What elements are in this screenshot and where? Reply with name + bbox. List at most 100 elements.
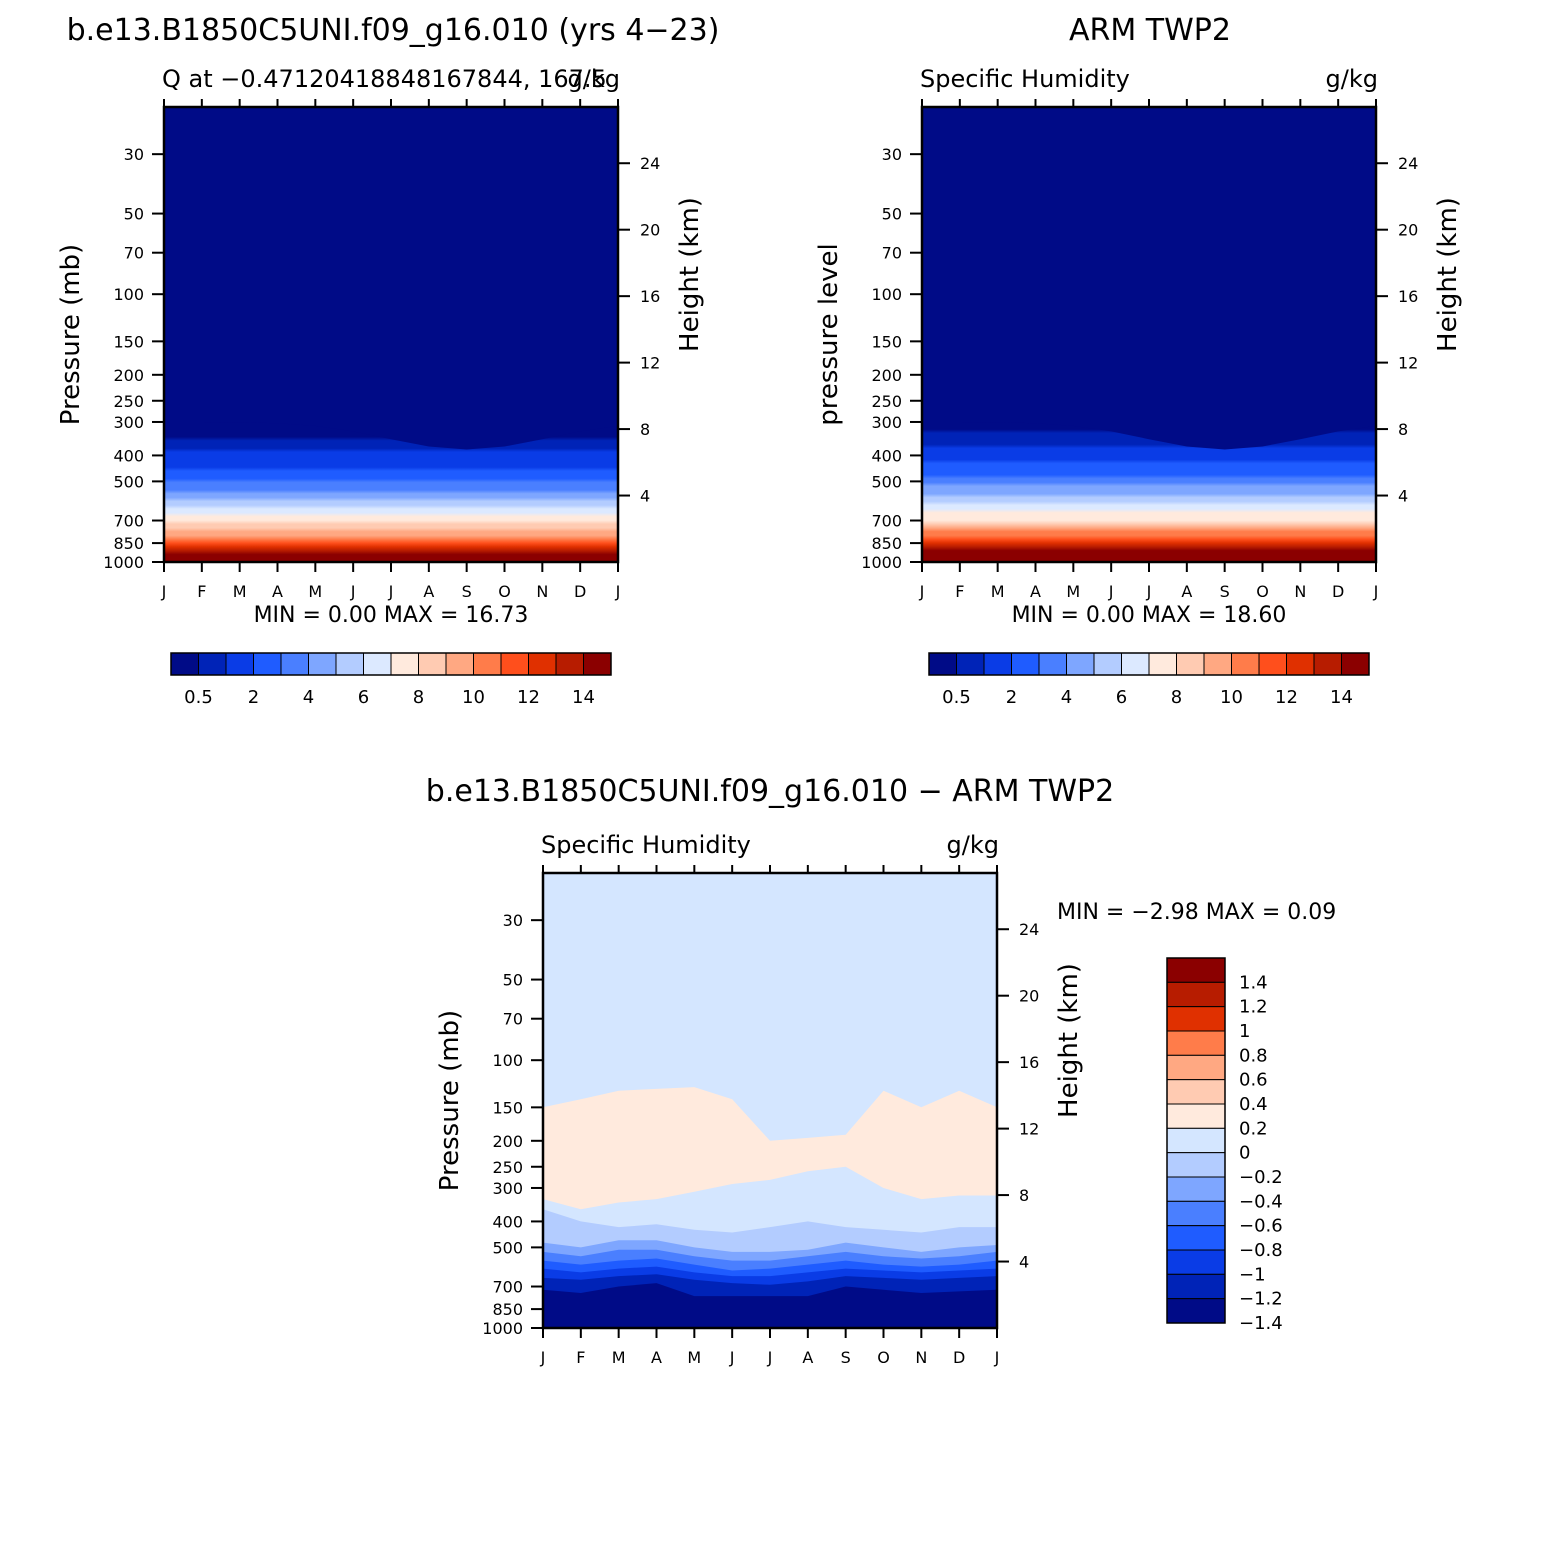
colorbar-box [1093, 652, 1122, 676]
y-tick-label: 300 [492, 1179, 523, 1198]
y-tick-label: 50 [503, 971, 523, 990]
colorbar-label: −0.2 [1239, 1167, 1283, 1188]
colorbar-box [225, 652, 254, 676]
min-max-stats: MIN = 0.00 MAX = 16.73 [254, 603, 529, 628]
panel-model: b.e13.B1850C5UNI.f09_g16.010 (yrs 4−23) Q… [56, 13, 719, 708]
y2-tick-label: 24 [1019, 920, 1039, 939]
colorbar-box [1038, 652, 1067, 676]
x-tick-label: J [1373, 582, 1379, 601]
upper-dry-region [922, 107, 1376, 450]
colorbar-box [500, 652, 529, 676]
y2-tick-label: 8 [1019, 1186, 1029, 1205]
colorbar-box [1121, 652, 1150, 676]
colorbar-label: 0.8 [1239, 1045, 1268, 1066]
y-tick-label: 200 [492, 1132, 523, 1151]
y2-axis-title: Height (km) [1433, 197, 1463, 352]
colorbar-box [1231, 652, 1260, 676]
y-tick-label: 150 [113, 332, 144, 351]
colorbar-box [1011, 652, 1040, 676]
x-tick-label: M [612, 1348, 626, 1367]
colorbar-box [1166, 1249, 1226, 1275]
x-tick-label: D [1332, 582, 1344, 601]
colorbar-box [1166, 981, 1226, 1008]
x-tick-label: M [687, 1348, 701, 1367]
x-tick-label: A [651, 1348, 662, 1367]
colorbar-label: −1 [1239, 1264, 1266, 1285]
colorbar-label: 14 [1330, 687, 1353, 708]
colorbar-frame [928, 652, 1370, 676]
colorbar-label: −0.4 [1239, 1191, 1283, 1212]
colorbar-box [956, 652, 985, 676]
x-tick-label: N [536, 582, 548, 601]
y2-tick-label: 16 [640, 287, 660, 306]
colorbar-box [1166, 1152, 1226, 1178]
panel-suptitle: ARM TWP2 [1069, 13, 1231, 48]
panel-units-label: g/kg [947, 831, 999, 859]
y-tick-label: 150 [871, 332, 902, 351]
y-tick-label: 150 [492, 1098, 523, 1117]
colorbar-label: 1 [1239, 1021, 1250, 1042]
y2-tick-label: 12 [640, 354, 660, 373]
y2-tick-label: 4 [1019, 1253, 1029, 1272]
x-tick-label: J [350, 582, 356, 601]
y-tick-label: 70 [503, 1010, 523, 1029]
y2-axis-title: Height (km) [675, 197, 705, 352]
colorbar-box [1166, 1103, 1226, 1129]
y-tick-label: 30 [882, 145, 902, 164]
y-tick-label: 50 [124, 205, 144, 224]
colorbar-box [1203, 652, 1232, 676]
y2-tick-label: 12 [1019, 1120, 1039, 1139]
colorbar-label: 4 [303, 687, 314, 708]
colorbar-label: −1.2 [1239, 1289, 1283, 1310]
y-tick-label: 700 [113, 512, 144, 531]
y-tick-label: 1000 [103, 553, 144, 572]
y-tick-label: 300 [113, 413, 144, 432]
contour-fill [164, 107, 618, 562]
y-tick-label: 250 [871, 392, 902, 411]
y2-tick-label: 16 [1019, 1053, 1039, 1072]
colorbar-label: 0.2 [1239, 1118, 1268, 1139]
panel-suptitle: b.e13.B1850C5UNI.f09_g16.010 − ARM TWP2 [426, 774, 1114, 809]
y-axis-title: Pressure (mb) [56, 244, 86, 425]
y-axis-title: pressure level [814, 243, 844, 425]
x-tick-label: J [994, 1348, 1000, 1367]
colorbar-label: −0.8 [1239, 1240, 1283, 1261]
colorbar-label: 1.2 [1239, 997, 1268, 1018]
contour-fill [543, 873, 997, 1328]
min-max-stats: MIN = 0.00 MAX = 18.60 [1012, 603, 1287, 628]
colorbar-box [528, 652, 557, 676]
colorbar-label: −1.4 [1239, 1313, 1283, 1334]
colorbar-box [390, 652, 419, 676]
contour-fill [922, 107, 1376, 562]
colorbar-box [1166, 1054, 1226, 1081]
y-tick-label: 100 [492, 1051, 523, 1070]
colorbar-label: 0.6 [1239, 1070, 1268, 1091]
x-tick-label: J [388, 582, 394, 601]
y-axis-title: Pressure (mb) [435, 1010, 465, 1191]
x-tick-label: J [919, 582, 925, 601]
colorbar-box [1166, 1127, 1226, 1154]
colorbar-label: 0.5 [942, 687, 971, 708]
colorbar-box [445, 652, 474, 676]
colorbar-label: 14 [572, 687, 595, 708]
x-tick-label: A [802, 1348, 813, 1367]
colorbar-box [555, 652, 584, 676]
y-tick-label: 1000 [482, 1319, 523, 1338]
colorbar-frame [170, 652, 612, 676]
x-tick-label: O [1256, 582, 1269, 601]
colorbar-box [1166, 1298, 1226, 1324]
y-tick-label: 500 [871, 472, 902, 491]
y2-tick-label: 20 [1398, 221, 1418, 240]
x-tick-label: A [423, 582, 434, 601]
x-tick-label: M [1066, 582, 1080, 601]
x-tick-label: D [953, 1348, 965, 1367]
colorbar-label: 10 [462, 687, 485, 708]
colorbar-box [1166, 1176, 1226, 1202]
y-tick-label: 250 [492, 1158, 523, 1177]
colorbar-box [280, 652, 309, 676]
y-tick-label: 50 [882, 205, 902, 224]
y-tick-label: 200 [871, 366, 902, 385]
panel-obs: ARM TWP2 Specific Humidity g/kg 30 50 70 100 15… [814, 13, 1463, 708]
colorbar-box [1166, 957, 1226, 983]
upper-dry-region [164, 107, 618, 450]
